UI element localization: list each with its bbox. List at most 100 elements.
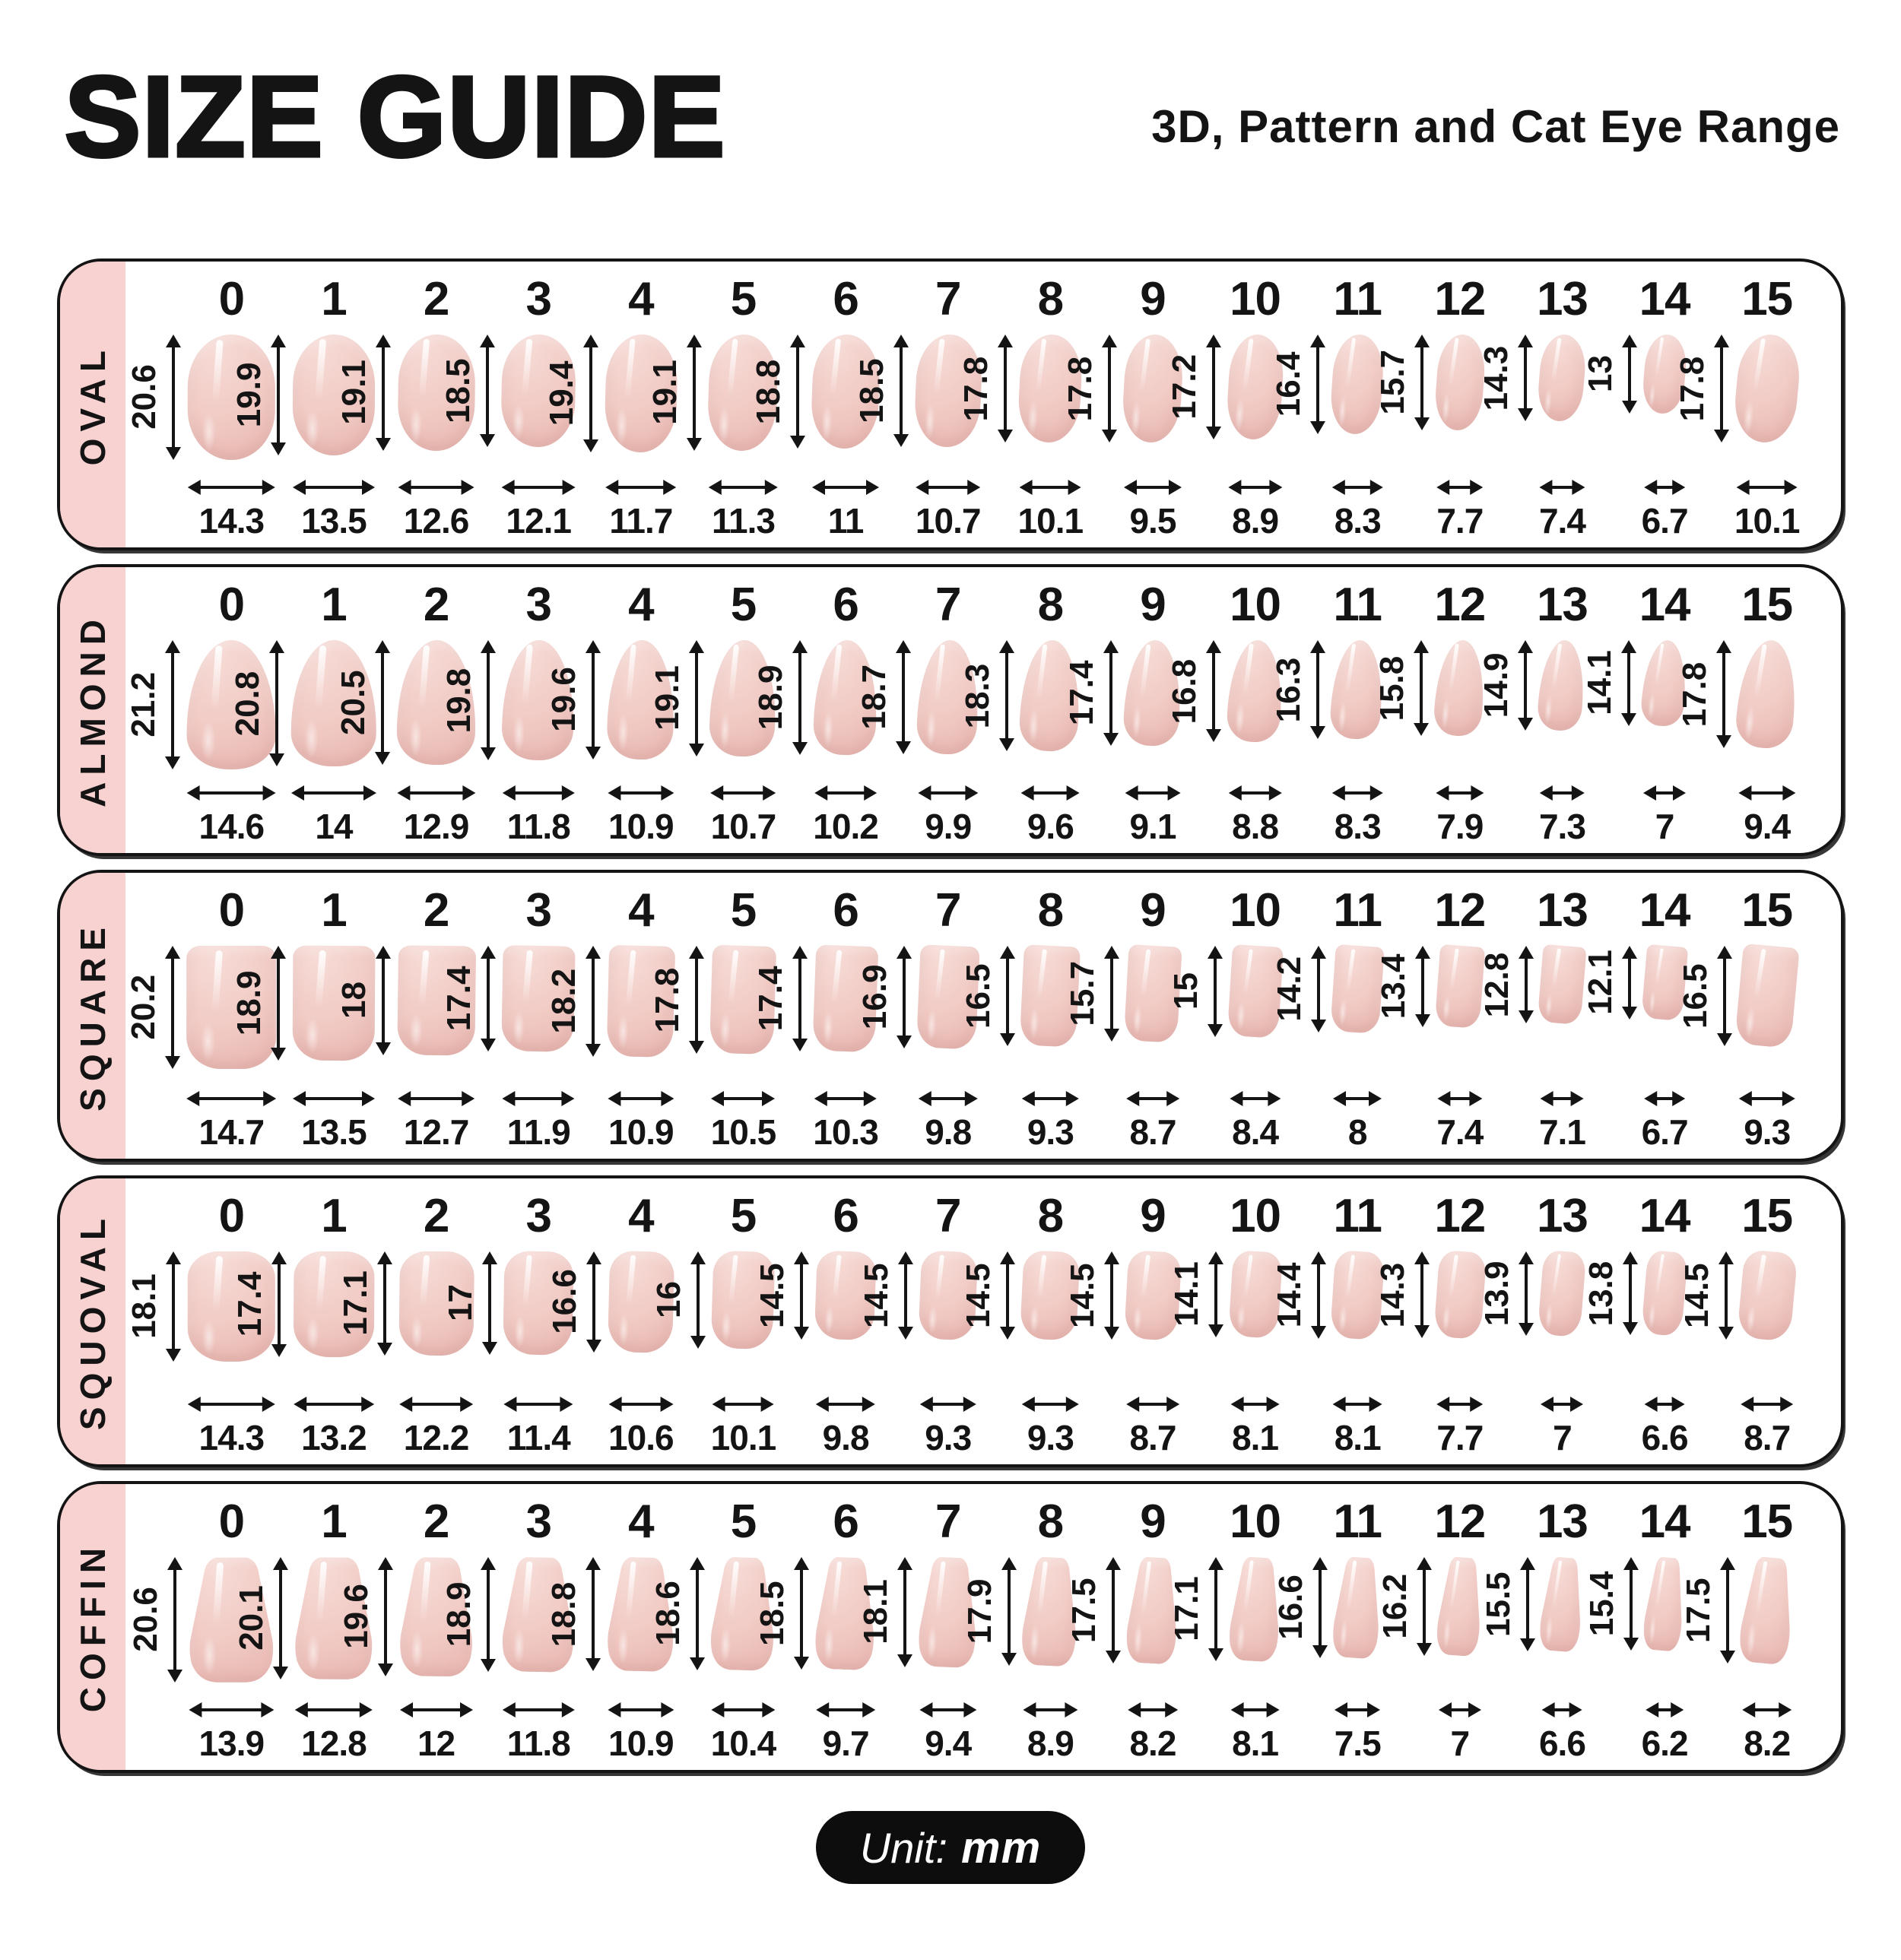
length-value: 14.5	[1677, 1263, 1715, 1328]
width-arrow-part	[1541, 1091, 1554, 1106]
length-arrow-part	[687, 437, 703, 451]
width-arrow-part	[1572, 480, 1585, 495]
length-value: 17.8	[649, 967, 687, 1033]
length-value: 18.3	[958, 663, 996, 729]
width-arrow-part	[915, 480, 928, 495]
length-arrow-part	[1415, 946, 1431, 959]
length-value: 18.9	[230, 970, 268, 1036]
width-arrow-part	[1369, 1091, 1382, 1106]
width-arrow-part	[611, 1097, 671, 1100]
width-arrow-part	[815, 1397, 829, 1412]
width-arrow-part	[400, 791, 472, 794]
width-value: 10.5	[710, 1112, 777, 1152]
width-arrow	[814, 1087, 878, 1110]
width-arrow-part	[459, 1702, 473, 1717]
nail-oval	[1731, 331, 1803, 446]
length-arrow-part	[586, 1339, 602, 1353]
width-arrow-part	[816, 486, 876, 489]
width-arrow	[1738, 1087, 1795, 1110]
width-arrow-part	[1740, 486, 1795, 489]
nail-gloss-highlight	[418, 950, 430, 1005]
size-number: 5	[730, 884, 757, 937]
length-arrow-part	[481, 1251, 497, 1264]
length-arrow-part	[167, 1669, 182, 1682]
length-value: 14.4	[1270, 1262, 1308, 1328]
nail-soft-highlight	[1746, 1622, 1757, 1657]
length-arrow-part	[1414, 1251, 1430, 1264]
size-number: 9	[1140, 579, 1166, 631]
length-arrow	[1516, 1557, 1539, 1651]
length-arrow-part	[272, 1557, 288, 1570]
width-arrow-part	[1369, 480, 1383, 495]
nail-gloss-highlight	[1037, 1561, 1048, 1616]
width-value: 6.6	[1538, 1724, 1586, 1763]
width-arrow	[711, 1698, 776, 1721]
length-value: 14.5	[960, 1263, 998, 1328]
size-number: 12	[1434, 579, 1486, 631]
nail-gloss-highlight	[1449, 1561, 1460, 1610]
length-arrow-part	[270, 1048, 286, 1061]
width-arrow-part	[1738, 1091, 1752, 1106]
length-arrow	[687, 1251, 709, 1349]
width-arrow	[918, 782, 979, 804]
width-arrow	[396, 782, 476, 804]
length-arrow-part	[1006, 1255, 1010, 1336]
width-arrow-part	[710, 785, 724, 801]
length-arrow	[1202, 640, 1225, 743]
length-arrow-part	[1526, 1561, 1530, 1648]
length-arrow-part	[689, 1041, 705, 1055]
size-number: 10	[1230, 1495, 1281, 1548]
width-arrow-part	[1437, 1091, 1451, 1106]
length-arrow-part	[487, 644, 490, 757]
length-value: 19.6	[337, 1584, 375, 1650]
length-arrow-part	[792, 1039, 808, 1052]
width-arrow-part	[1231, 486, 1279, 489]
header: SIZE GUIDE 3D, Pattern and Cat Eye Range	[62, 58, 1840, 176]
nail-soft-highlight	[1440, 698, 1451, 730]
length-arrow-part	[480, 946, 496, 959]
size-column-10: 10 15 8.4	[1167, 873, 1306, 1159]
length-arrow-part	[586, 640, 601, 653]
length-arrow-part	[1208, 1251, 1224, 1264]
nail-soft-highlight	[1029, 1305, 1040, 1334]
width-arrow	[186, 782, 276, 804]
width-arrow-part	[501, 480, 515, 495]
length-arrow-part	[897, 1327, 913, 1340]
length-arrow-part	[173, 1561, 176, 1679]
width-arrow	[1332, 1393, 1382, 1416]
width-arrow	[397, 1087, 475, 1110]
size-number: 6	[833, 884, 858, 937]
length-arrow-part	[1104, 946, 1120, 959]
nail-soft-highlight	[925, 1008, 937, 1042]
length-arrow-part	[1317, 950, 1321, 1029]
length-value: 17.4	[231, 1271, 269, 1337]
width-arrow-part	[290, 785, 304, 801]
length-arrow	[477, 1557, 500, 1673]
nail-soft-highlight	[1236, 1620, 1246, 1654]
length-value: 19.1	[646, 360, 684, 426]
nail-gloss-highlight	[728, 1561, 739, 1618]
length-value: 15.4	[1583, 1571, 1621, 1637]
length-arrow-part	[1312, 1644, 1328, 1658]
length-arrow-part	[896, 1036, 912, 1049]
width-arrow-part	[762, 1702, 776, 1717]
nail-soft-highlight	[1741, 399, 1755, 436]
nail-gloss-highlight	[1752, 338, 1766, 392]
nail-soft-highlight	[1029, 1007, 1040, 1040]
width-arrow-part	[296, 1097, 371, 1100]
width-arrow-part	[1022, 1397, 1036, 1412]
length-arrow-part	[1007, 1561, 1011, 1663]
length-value: 17.9	[960, 1578, 998, 1644]
length-arrow-part	[1421, 950, 1425, 1024]
size-column-7: 7 18.7 9.9	[855, 567, 999, 853]
length-arrow-part	[1519, 1010, 1534, 1024]
width-arrow	[1738, 782, 1796, 804]
width-arrow-part	[919, 486, 977, 489]
length-arrow	[789, 640, 811, 756]
length-arrow-part	[793, 1251, 809, 1264]
width-arrow-part	[967, 480, 981, 495]
size-column-11: 11 14.2 8	[1271, 873, 1409, 1159]
length-arrow-part	[1000, 946, 1016, 959]
width-arrow-part	[188, 1397, 202, 1412]
width-arrow	[919, 1393, 976, 1416]
